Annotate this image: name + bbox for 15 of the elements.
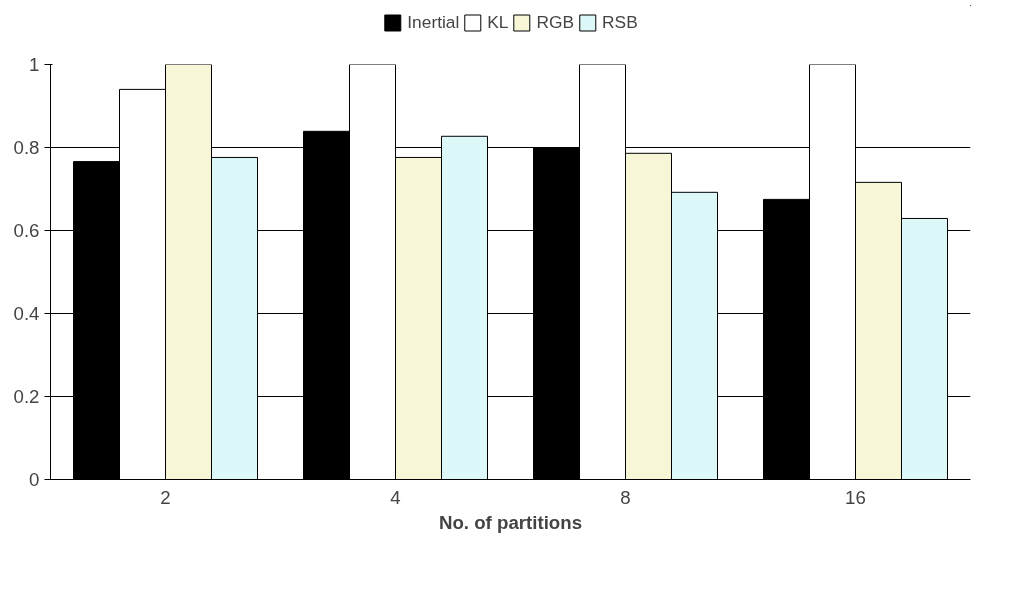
legend-label: KL	[487, 11, 509, 33]
legend-label: Inertial	[407, 11, 460, 33]
x-axis-title: No. of partitions	[438, 511, 583, 533]
y-tick-label: 0	[29, 469, 40, 490]
y-tick-label: 0.2	[13, 386, 40, 407]
x-tick-label: 8	[620, 486, 631, 508]
x-tick-label: 2	[160, 486, 171, 508]
legend-label: RSB	[602, 11, 638, 33]
legend-label: RGB	[536, 11, 575, 33]
y-tick-label: 1	[29, 54, 40, 75]
x-tick-label: 4	[390, 486, 401, 508]
y-tick-label: 0.6	[13, 220, 40, 241]
y-tick-label: 0.4	[13, 303, 40, 324]
y-tick-label: 0.8	[13, 137, 40, 158]
x-tick-label: 16	[845, 486, 866, 508]
